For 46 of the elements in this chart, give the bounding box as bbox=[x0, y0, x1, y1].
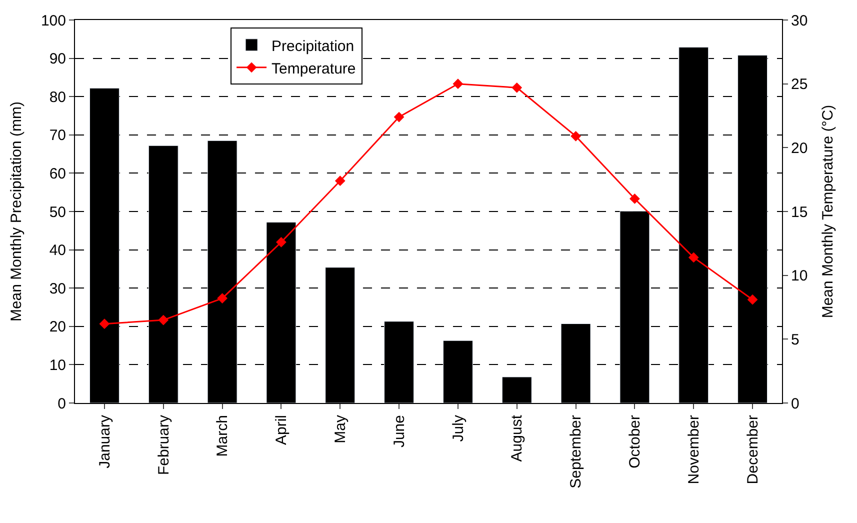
y-tick-label: 0 bbox=[58, 395, 66, 412]
y-tick-label: 10 bbox=[49, 356, 66, 374]
y2-tick-label: 0 bbox=[791, 395, 800, 412]
y-tick-label: 50 bbox=[49, 204, 66, 221]
y2-tick-label: 10 bbox=[791, 268, 808, 285]
x-tick-label: April bbox=[273, 415, 290, 446]
point bbox=[158, 314, 169, 326]
y2-tick-label: 30 bbox=[791, 12, 808, 30]
y-tick-label: 90 bbox=[49, 50, 66, 68]
point bbox=[570, 130, 581, 142]
legend-label: Precipitation bbox=[272, 38, 354, 55]
point bbox=[630, 194, 640, 204]
legend-label: Temperature bbox=[272, 60, 356, 78]
point bbox=[276, 236, 286, 248]
y-tick-label: 80 bbox=[49, 88, 66, 106]
y2-tick-label: 25 bbox=[791, 76, 808, 94]
x-tick-label: March bbox=[214, 415, 232, 457]
y2-tick-label: 5 bbox=[791, 331, 800, 348]
y2-tick-label: 20 bbox=[791, 140, 808, 157]
y-tick-label: 30 bbox=[49, 280, 66, 298]
point bbox=[394, 112, 404, 122]
y-tick-label: 40 bbox=[49, 242, 66, 260]
point bbox=[217, 293, 228, 304]
x-tick-label: November bbox=[686, 415, 703, 484]
x-tick-label: May bbox=[332, 414, 350, 444]
point bbox=[747, 294, 758, 305]
x-tick-label: February bbox=[155, 414, 172, 476]
point bbox=[99, 318, 110, 330]
x-tick-label: August bbox=[508, 414, 526, 462]
x-tick-label: December bbox=[744, 415, 762, 484]
point bbox=[512, 82, 522, 93]
y-axis-title: Mean Monthly Precipitation (mm) bbox=[8, 101, 26, 322]
point bbox=[452, 78, 464, 90]
x-tick-label: October bbox=[626, 415, 644, 468]
y-tick-label: 70 bbox=[49, 127, 66, 144]
y-tick-label: 100 bbox=[40, 12, 66, 30]
x-tick-label: July bbox=[450, 414, 467, 442]
y2-axis-title: Mean Monthly Temperature (°C) bbox=[820, 104, 837, 318]
y-tick-label: 20 bbox=[49, 318, 66, 336]
point bbox=[688, 252, 699, 263]
x-tick-label: January bbox=[96, 414, 114, 468]
x-tick-label: June bbox=[390, 415, 408, 448]
x-tick-label: September bbox=[568, 414, 585, 488]
point bbox=[334, 176, 346, 186]
y-tick-label: 60 bbox=[49, 165, 66, 182]
y2-tick-label: 15 bbox=[791, 204, 808, 221]
